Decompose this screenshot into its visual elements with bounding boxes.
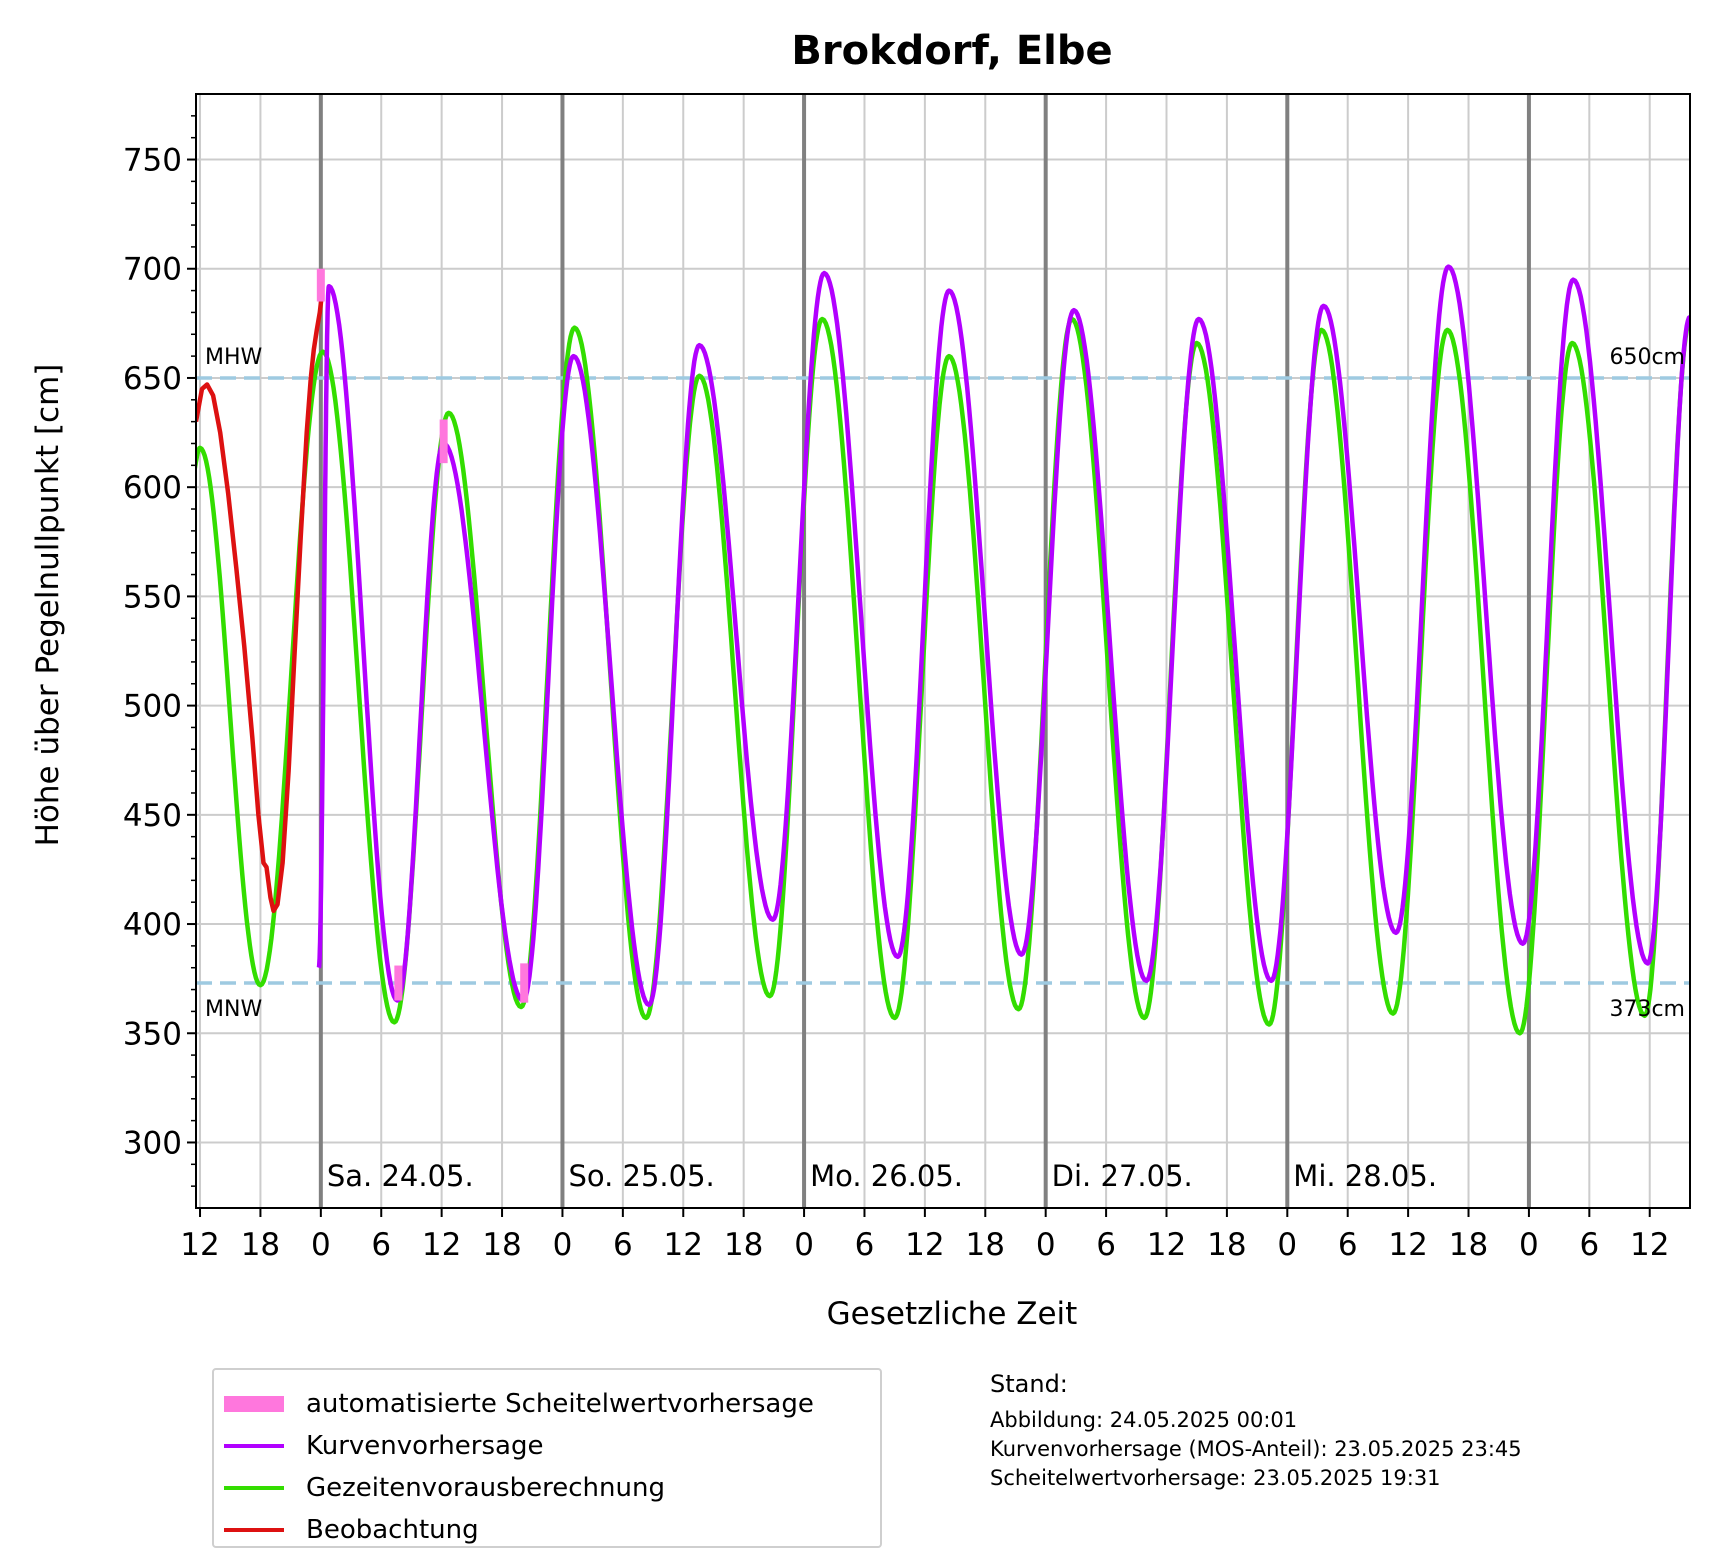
series-group [196,264,1690,1036]
x-tick-label: 12 [905,1227,944,1263]
x-tick-label: 6 [1096,1227,1116,1263]
scheitelwert-marker [394,965,403,1001]
stand-info: Stand: Abbildung: 24.05.2025 00:01 Kurve… [990,1370,1522,1493]
x-tick-label: 0 [1036,1227,1056,1263]
x-tick-label: 0 [794,1227,814,1263]
x-tick-label: 6 [855,1227,875,1263]
x-tick-label: 12 [1147,1227,1186,1263]
y-tick-label: 700 [123,252,182,288]
y-tick-label: 400 [123,907,182,943]
y-axis-label: Höhe über Pegelnullpunkt [cm] [30,364,66,847]
x-tick-label: 6 [1338,1227,1358,1263]
x-tick-label: 18 [241,1227,280,1263]
stand-line-abbildung: Abbildung: 24.05.2025 00:01 [990,1408,1298,1432]
reference-value-mhw: 650cm [1609,345,1685,370]
stand-line-kurvenvorhersage: Kurvenvorhersage (MOS-Anteil): 23.05.202… [990,1437,1522,1461]
legend-swatch-line [224,1528,284,1532]
y-tick-label: 300 [123,1125,182,1161]
y-tick-label: 750 [123,143,182,179]
x-tick-label: 12 [180,1227,219,1263]
scheitelwert-marker [439,419,448,464]
x-tick-label: 12 [664,1227,703,1263]
reference-value-mnw: 373cm [1609,997,1685,1022]
day-label: Sa. 24.05. [327,1159,474,1193]
y-tick-label: 350 [123,1016,182,1052]
x-tick-label: 18 [724,1227,763,1263]
series-line-gezeitenvorausberechnung [196,316,1690,1036]
x-tick-label: 6 [371,1227,391,1263]
plot-frame [195,93,1691,1209]
y-tick-label: 650 [123,361,182,397]
legend-swatch-line [224,1486,284,1490]
reference-label-mnw: MNW [205,997,262,1022]
x-tick-label: 18 [1449,1227,1488,1263]
x-tick-label: 0 [1277,1227,1297,1263]
legend-label: Gezeitenvorausberechnung [306,1473,665,1503]
x-tick-label: 12 [422,1227,461,1263]
x-tick-label: 12 [1388,1227,1427,1263]
day-label: Mi. 28.05. [1293,1159,1437,1193]
series-line-kurvenvorhersage [316,264,1690,1008]
legend-label: Beobachtung [306,1515,479,1545]
scheitelwert-marker [520,963,529,1003]
x-tick-label: 18 [966,1227,1005,1263]
x-tick-label: 18 [1207,1227,1246,1263]
x-tick-label: 6 [613,1227,633,1263]
x-tick-label: 6 [1579,1227,1599,1263]
x-tick-label: 0 [311,1227,331,1263]
legend-label: Kurvenvorhersage [306,1431,544,1461]
legend-swatch-line [224,1444,284,1448]
x-tick-label: 12 [1630,1227,1669,1263]
day-label: Mo. 26.05. [810,1159,963,1193]
y-tick-label: 500 [123,689,182,725]
y-tick-label: 550 [123,579,182,615]
day-label: So. 25.05. [568,1159,714,1193]
scheitelwert-marker [316,268,325,302]
reference-label-mhw: MHW [205,345,263,370]
legend-label: automatisierte Scheitelwertvorhersage [306,1389,814,1419]
y-tick-label: 450 [123,798,182,834]
chart-title: Brokdorf, Elbe [791,28,1112,74]
stand-line-scheitelwert: Scheitelwertvorhersage: 23.05.2025 19:31 [990,1466,1441,1490]
legend-swatch-patch [224,1396,284,1412]
plot-area: MHW 650cm MNW 373cm Sa. 24.05. So. 25.05. Mo. … [123,93,1691,1263]
x-tick-label: 18 [482,1227,521,1263]
x-tick-label: 0 [553,1227,573,1263]
stand-heading: Stand: [990,1370,1068,1398]
x-axis-label: Gesetzliche Zeit [827,1296,1078,1332]
legend: automatisierte Scheitelwertvorhersage Ku… [212,1368,882,1548]
y-tick-label: 600 [123,470,182,506]
x-tick-label: 0 [1519,1227,1539,1263]
series-line-beobachtung [196,294,325,914]
day-label: Di. 27.05. [1052,1159,1193,1193]
